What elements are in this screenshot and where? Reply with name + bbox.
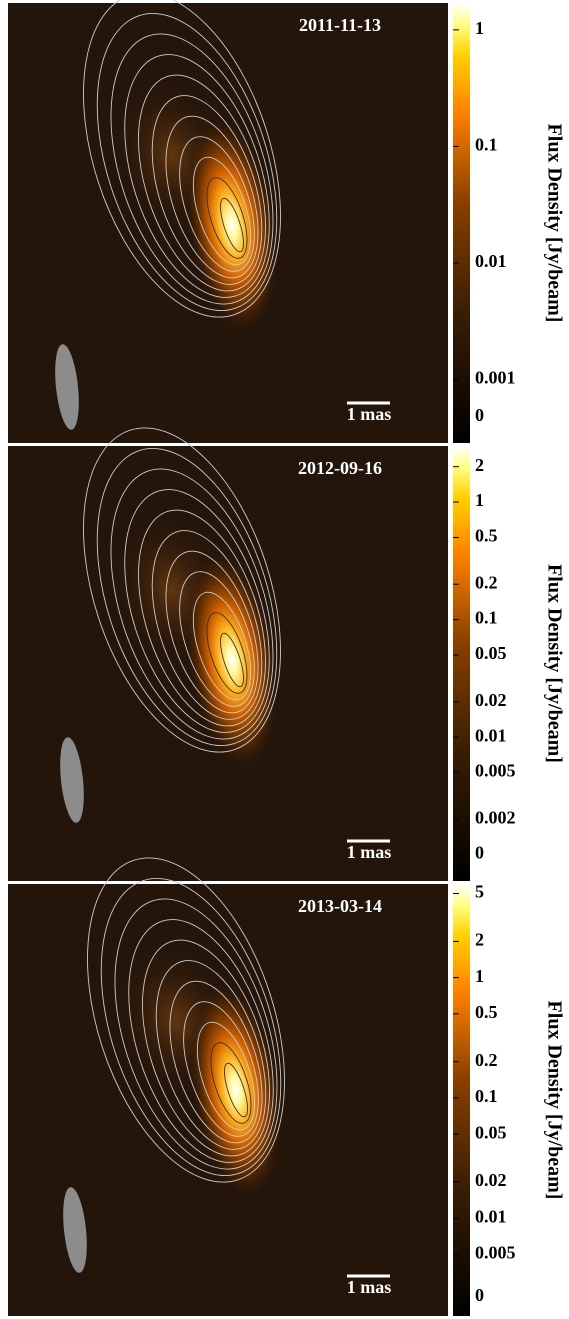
scale-bar-label: 1 mas (347, 404, 392, 424)
contour (83, 0, 281, 318)
colorbar-tick-label: 0.01 (475, 725, 507, 745)
beam (60, 737, 84, 823)
colorbar-tick-label: 0.01 (475, 1206, 507, 1226)
beam (63, 1187, 87, 1273)
contour (179, 136, 255, 272)
contour (210, 1042, 252, 1124)
panel-date: 2013-03-14 (298, 896, 382, 916)
colorbar-tick-label: 0.1 (475, 135, 498, 155)
colorbar (453, 884, 470, 1316)
contour (100, 878, 282, 1176)
contour (155, 960, 267, 1150)
panel-date: 2012-09-16 (298, 458, 382, 478)
panel: 1 mas 2011-11-13 1 0.1 0.01 0.001 0 Flux Densit… (8, 0, 565, 443)
colorbar-tick-label: 0.2 (475, 572, 498, 592)
contour (220, 632, 244, 688)
colorbar-label: Flux Density [Jy/beam] (543, 564, 565, 763)
contour (142, 939, 270, 1157)
colorbar-tick-label: 0.1 (475, 608, 498, 628)
colorbar-tick-label: 5 (475, 882, 484, 902)
beam (55, 344, 79, 430)
colorbar-tick-label: 0.05 (475, 643, 507, 663)
contour (196, 1021, 256, 1131)
contour (192, 156, 252, 266)
contour (179, 571, 255, 707)
colorbar-tick-label: 0.001 (475, 368, 516, 388)
colorbar-tick-label: 1 (475, 966, 484, 986)
panel: 1 mas 2013-03-14 5 2 1 0.5 0.2 0.1 0.05 0.02 0.01 0… (8, 857, 565, 1316)
colorbar-tick-label: 0.1 (475, 1086, 498, 1106)
contour (138, 74, 266, 292)
colorbar-tick-label: 0.02 (475, 690, 507, 710)
contour (110, 33, 274, 305)
contour (165, 550, 259, 714)
contour (206, 612, 248, 694)
colorbar-tick-label: 0.5 (475, 1002, 498, 1022)
contour (192, 591, 252, 701)
colorbar-tick-label: 0 (475, 1285, 484, 1305)
contour (224, 1062, 248, 1118)
colorbar-tick-label: 0.05 (475, 1122, 507, 1142)
colorbar (453, 446, 470, 881)
contour (87, 857, 285, 1183)
colorbar-tick-label: 0.02 (475, 1170, 507, 1190)
contour (124, 54, 270, 298)
contour (83, 427, 281, 753)
contour (128, 919, 274, 1163)
contour (165, 115, 259, 279)
panel-date: 2011-11-13 (299, 15, 381, 35)
colorbar-tick-label: 0.002 (475, 807, 516, 827)
contour (124, 489, 270, 733)
contour (110, 468, 274, 740)
contour (151, 95, 263, 285)
colorbar (453, 3, 470, 443)
contour (151, 530, 263, 720)
colorbar-tick-label: 2 (475, 930, 484, 950)
scale-bar-label: 1 mas (347, 842, 392, 862)
contour (169, 980, 263, 1144)
contour (220, 197, 244, 253)
contour (114, 898, 278, 1170)
colorbar-tick-label: 0 (475, 843, 484, 863)
contour (96, 13, 278, 311)
colorbar-label: Flux Density [Jy/beam] (543, 124, 565, 323)
contour (96, 448, 278, 746)
colorbar-tick-label: 2 (475, 455, 484, 475)
colorbar-tick-label: 1 (475, 18, 484, 38)
colorbar-tick-label: 0.005 (475, 761, 516, 781)
colorbar-tick-label: 0.5 (475, 526, 498, 546)
contour (206, 177, 248, 259)
panel: 1 mas 2012-09-16 2 1 0.5 0.2 0.1 0.05 0.02 0.01 0.… (8, 427, 565, 881)
scale-bar-label: 1 mas (347, 1277, 392, 1297)
colorbar-tick-label: 0.2 (475, 1050, 498, 1070)
contour (183, 1001, 259, 1137)
colorbar-tick-label: 0 (475, 405, 484, 425)
colorbar-tick-label: 0.01 (475, 251, 507, 271)
colorbar-tick-label: 1 (475, 490, 484, 510)
colorbar-label: Flux Density [Jy/beam] (543, 1001, 565, 1200)
colorbar-tick-label: 0.005 (475, 1243, 516, 1263)
contour (138, 509, 266, 727)
